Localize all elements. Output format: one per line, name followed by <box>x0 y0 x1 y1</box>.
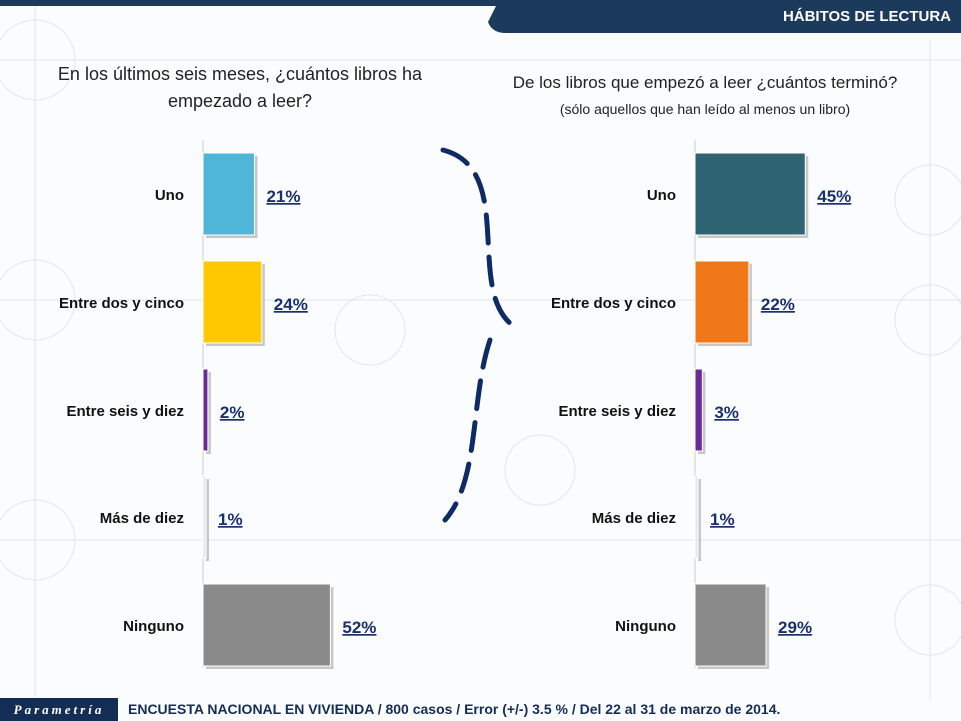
section-title: HÁBITOS DE LECTURA <box>782 8 951 25</box>
question-left: En los últimos seis meses, ¿cuántos libr… <box>57 64 423 111</box>
right-value-label: 22% <box>761 295 795 314</box>
left-value-label: 1% <box>218 510 243 529</box>
top-bar <box>0 0 961 6</box>
footer-text: ENCUESTA NACIONAL EN VIVIENDA / 800 caso… <box>128 701 781 717</box>
right-category-label: Entre seis y diez <box>558 403 676 420</box>
left-category-label: Más de diez <box>100 510 184 527</box>
right-category-label: Ninguno <box>615 618 676 635</box>
left-bar <box>202 583 331 667</box>
left-category-label: Entre dos y cinco <box>59 295 184 312</box>
footer-logo: Parametría <box>0 698 118 721</box>
right-value-label: 1% <box>710 510 735 529</box>
right-bar <box>694 475 699 559</box>
left-bar <box>202 260 263 344</box>
left-value-label: 21% <box>266 187 300 206</box>
left-bar-shadow <box>206 372 211 454</box>
left-category-label: Ninguno <box>123 618 184 635</box>
right-bar <box>694 152 806 236</box>
left-value-label: 24% <box>274 295 308 314</box>
question-right-subtitle: (sólo aquellos que han leído al menos un… <box>559 101 851 117</box>
right-category-label: Más de diez <box>592 510 676 527</box>
right-value-label: 3% <box>714 403 739 422</box>
left-bar-shadow <box>206 479 209 561</box>
right-category-label: Uno <box>647 187 676 204</box>
left-category-label: Entre seis y diez <box>66 403 184 420</box>
left-value-label: 2% <box>220 403 245 422</box>
question-right: De los libros que empezó a leer ¿cuántos… <box>470 71 940 121</box>
footer: Parametría ENCUESTA NACIONAL EN VIVIENDA… <box>0 698 961 721</box>
right-category-label: Entre dos y cinco <box>551 295 676 312</box>
left-value-label: 52% <box>342 618 376 637</box>
right-bar <box>694 583 767 667</box>
left-bar <box>202 152 255 236</box>
divider-line <box>440 147 523 523</box>
section-tab <box>488 6 961 33</box>
right-bar <box>694 368 703 452</box>
left-bar <box>202 368 209 452</box>
left-bar <box>202 475 207 559</box>
question-right-title: De los libros que empezó a leer ¿cuántos… <box>512 73 898 92</box>
left-category-label: Uno <box>155 187 184 204</box>
right-bar <box>694 260 750 344</box>
right-value-label: 45% <box>817 187 851 206</box>
right-value-label: 29% <box>778 618 812 637</box>
right-bar-shadow <box>698 479 701 561</box>
